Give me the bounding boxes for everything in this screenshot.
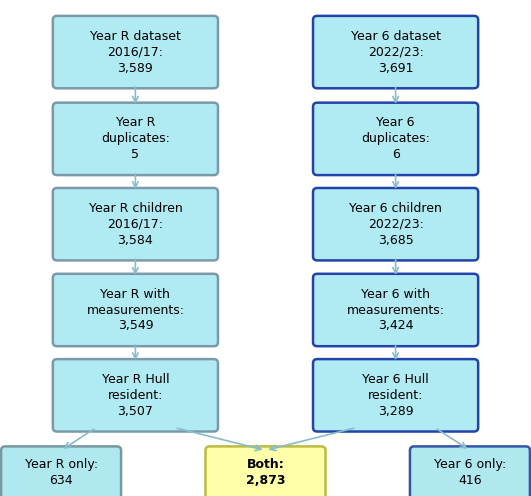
Text: Year 6 dataset
2022/23:
3,691: Year 6 dataset 2022/23: 3,691 [350,30,441,74]
FancyBboxPatch shape [313,274,478,346]
FancyBboxPatch shape [53,359,218,432]
Text: Year R Hull
resident:
3,507: Year R Hull resident: 3,507 [101,373,169,418]
Text: Both:
2,873: Both: 2,873 [246,458,285,487]
Text: Year 6 children
2022/23:
3,685: Year 6 children 2022/23: 3,685 [349,202,442,247]
FancyBboxPatch shape [410,446,530,496]
FancyBboxPatch shape [313,16,478,88]
Text: Year 6 Hull
resident:
3,289: Year 6 Hull resident: 3,289 [362,373,429,418]
FancyBboxPatch shape [53,16,218,88]
Text: Year 6
duplicates:
6: Year 6 duplicates: 6 [361,117,430,161]
FancyBboxPatch shape [53,103,218,175]
Text: Year R dataset
2016/17:
3,589: Year R dataset 2016/17: 3,589 [90,30,181,74]
FancyBboxPatch shape [313,103,478,175]
Text: Year R children
2016/17:
3,584: Year R children 2016/17: 3,584 [89,202,182,247]
FancyBboxPatch shape [53,188,218,260]
Text: Year 6 only:
416: Year 6 only: 416 [434,458,506,487]
FancyBboxPatch shape [313,188,478,260]
FancyBboxPatch shape [1,446,121,496]
FancyBboxPatch shape [313,359,478,432]
Text: Year 6 with
measurements:
3,424: Year 6 with measurements: 3,424 [347,288,444,332]
Text: Year R only:
634: Year R only: 634 [24,458,98,487]
FancyBboxPatch shape [205,446,326,496]
Text: Year R
duplicates:
5: Year R duplicates: 5 [101,117,170,161]
FancyBboxPatch shape [53,274,218,346]
Text: Year R with
measurements:
3,549: Year R with measurements: 3,549 [87,288,184,332]
